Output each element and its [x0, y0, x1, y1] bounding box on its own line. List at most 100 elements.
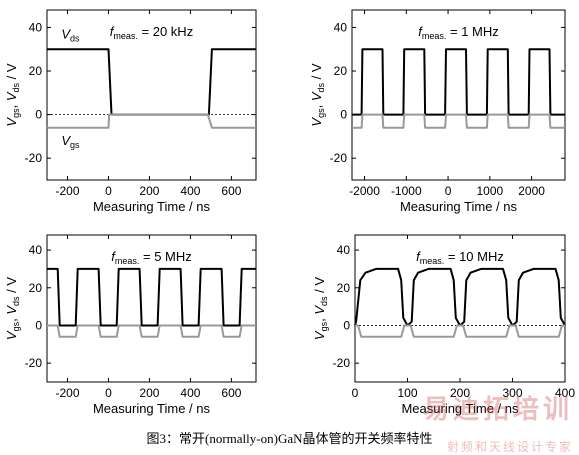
x-axis-label: Measuring Time / ns — [400, 199, 518, 214]
y-axis-label: Vgs, Vds / V — [309, 63, 326, 126]
y-label-part: , — [4, 101, 19, 108]
x-tick-label: 0 — [445, 184, 452, 198]
x-tick-label: -1000 — [391, 184, 422, 198]
title-part: = 20 kHz — [138, 24, 193, 39]
watermark-sub-text: 射频和天线设计专家 — [446, 440, 573, 454]
x-axis-label: Measuring Time / ns — [93, 401, 211, 416]
x-tick-label: -200 — [55, 184, 79, 198]
watermark: 易迪拓培训 射频和天线设计专家 — [423, 396, 573, 455]
x-tick-label: 200 — [139, 386, 159, 400]
title-part: meas. — [113, 31, 138, 41]
series-line-vds — [354, 267, 566, 327]
y-label-part: ds — [11, 296, 21, 306]
y-tick-label: 20 — [334, 64, 348, 78]
y-tick-label: 40 — [337, 243, 351, 257]
x-tick-label: 200 — [139, 184, 159, 198]
annotation-part: V — [61, 26, 71, 41]
y-tick-label: 20 — [29, 64, 43, 78]
y-tick-label: 0 — [35, 108, 42, 122]
y-axis-label: Vgs, Vds / V — [4, 277, 21, 340]
y-tick-label: 40 — [29, 243, 43, 257]
y-label-part: , — [4, 315, 19, 322]
annotation-part: V — [61, 133, 71, 148]
y-tick-label: 40 — [334, 20, 348, 34]
title-part: meas. — [422, 31, 447, 41]
y-tick-label: 0 — [35, 318, 42, 332]
title-part: f — [110, 24, 115, 39]
y-label-part: V — [309, 91, 324, 101]
title-part: = 5 MHz — [139, 249, 191, 264]
y-label-part: V — [4, 330, 19, 340]
annotation-part: ds — [70, 33, 80, 43]
title-part: f — [111, 249, 116, 264]
y-label-part: V — [4, 305, 19, 315]
y-tick-label: 0 — [340, 108, 347, 122]
y-tick-label: -20 — [330, 151, 348, 165]
series-line-vgs — [47, 324, 256, 338]
series-line-vgs — [355, 324, 565, 338]
x-tick-label: 600 — [221, 386, 241, 400]
series-annotation-gs: Vgs — [61, 133, 80, 150]
x-tick-label: 0 — [105, 184, 112, 198]
annotation-part: gs — [70, 140, 80, 150]
y-axis-label: Vgs, Vds / V — [4, 63, 21, 126]
series-line-vds — [47, 48, 256, 116]
y-label-part: V — [309, 117, 324, 127]
y-label-part: , — [309, 101, 324, 108]
plot-frame — [46, 9, 257, 181]
series-line-vds — [47, 267, 256, 327]
y-label-part: V — [4, 117, 19, 127]
y-label-part: V — [312, 305, 327, 315]
series-line-vgs — [352, 113, 565, 129]
x-tick-label: 1000 — [476, 184, 503, 198]
y-label-part: / V — [4, 63, 19, 83]
y-tick-label: 20 — [337, 281, 351, 295]
y-tick-label: -20 — [25, 356, 43, 370]
y-label-part: V — [4, 91, 19, 101]
y-axis-label: Vgs, Vds / V — [312, 277, 329, 340]
y-label-part: gs — [11, 321, 21, 331]
chart-title: fmeas. = 1 MHz — [418, 24, 499, 41]
x-tick-label: 600 — [221, 184, 241, 198]
figure-caption: 图3：常开(normally-on)GaN晶体管的开关频率特性 — [146, 431, 433, 446]
series-line-vds — [352, 48, 565, 116]
y-label-part: ds — [316, 82, 326, 92]
y-label-part: / V — [312, 277, 327, 297]
title-part: = 1 MHz — [446, 24, 498, 39]
x-tick-label: -200 — [55, 386, 79, 400]
plot-frame — [351, 9, 566, 181]
y-label-part: gs — [11, 108, 21, 118]
title-part: meas. — [115, 256, 140, 266]
series-annotation-ds: Vds — [61, 26, 80, 43]
y-label-part: / V — [309, 63, 324, 83]
x-tick-label: 400 — [180, 184, 200, 198]
x-tick-label: 2000 — [518, 184, 545, 198]
y-label-part: gs — [319, 321, 329, 331]
x-tick-label: 200 — [450, 386, 470, 400]
y-label-part: V — [312, 330, 327, 340]
watermark-main-text: 易迪拓培训 — [422, 395, 573, 425]
x-tick-label: 300 — [502, 386, 522, 400]
x-tick-label: 0 — [105, 386, 112, 400]
y-tick-label: 20 — [29, 281, 43, 295]
chart-title: fmeas. = 20 kHz — [110, 24, 193, 41]
series-line-vgs — [47, 113, 256, 129]
title-part: meas. — [420, 256, 445, 266]
x-tick-label: 400 — [180, 386, 200, 400]
x-tick-label: 400 — [555, 386, 575, 400]
y-label-part: ds — [11, 82, 21, 92]
chart-title: fmeas. = 10 MHz — [416, 249, 504, 266]
title-part: f — [418, 24, 423, 39]
y-label-part: , — [312, 315, 327, 322]
x-tick-label: -2000 — [349, 184, 380, 198]
title-part: f — [416, 249, 421, 264]
y-tick-label: -20 — [25, 151, 43, 165]
plot-frame — [46, 234, 257, 383]
y-tick-label: -20 — [333, 356, 351, 370]
x-axis-label: Measuring Time / ns — [93, 199, 211, 214]
